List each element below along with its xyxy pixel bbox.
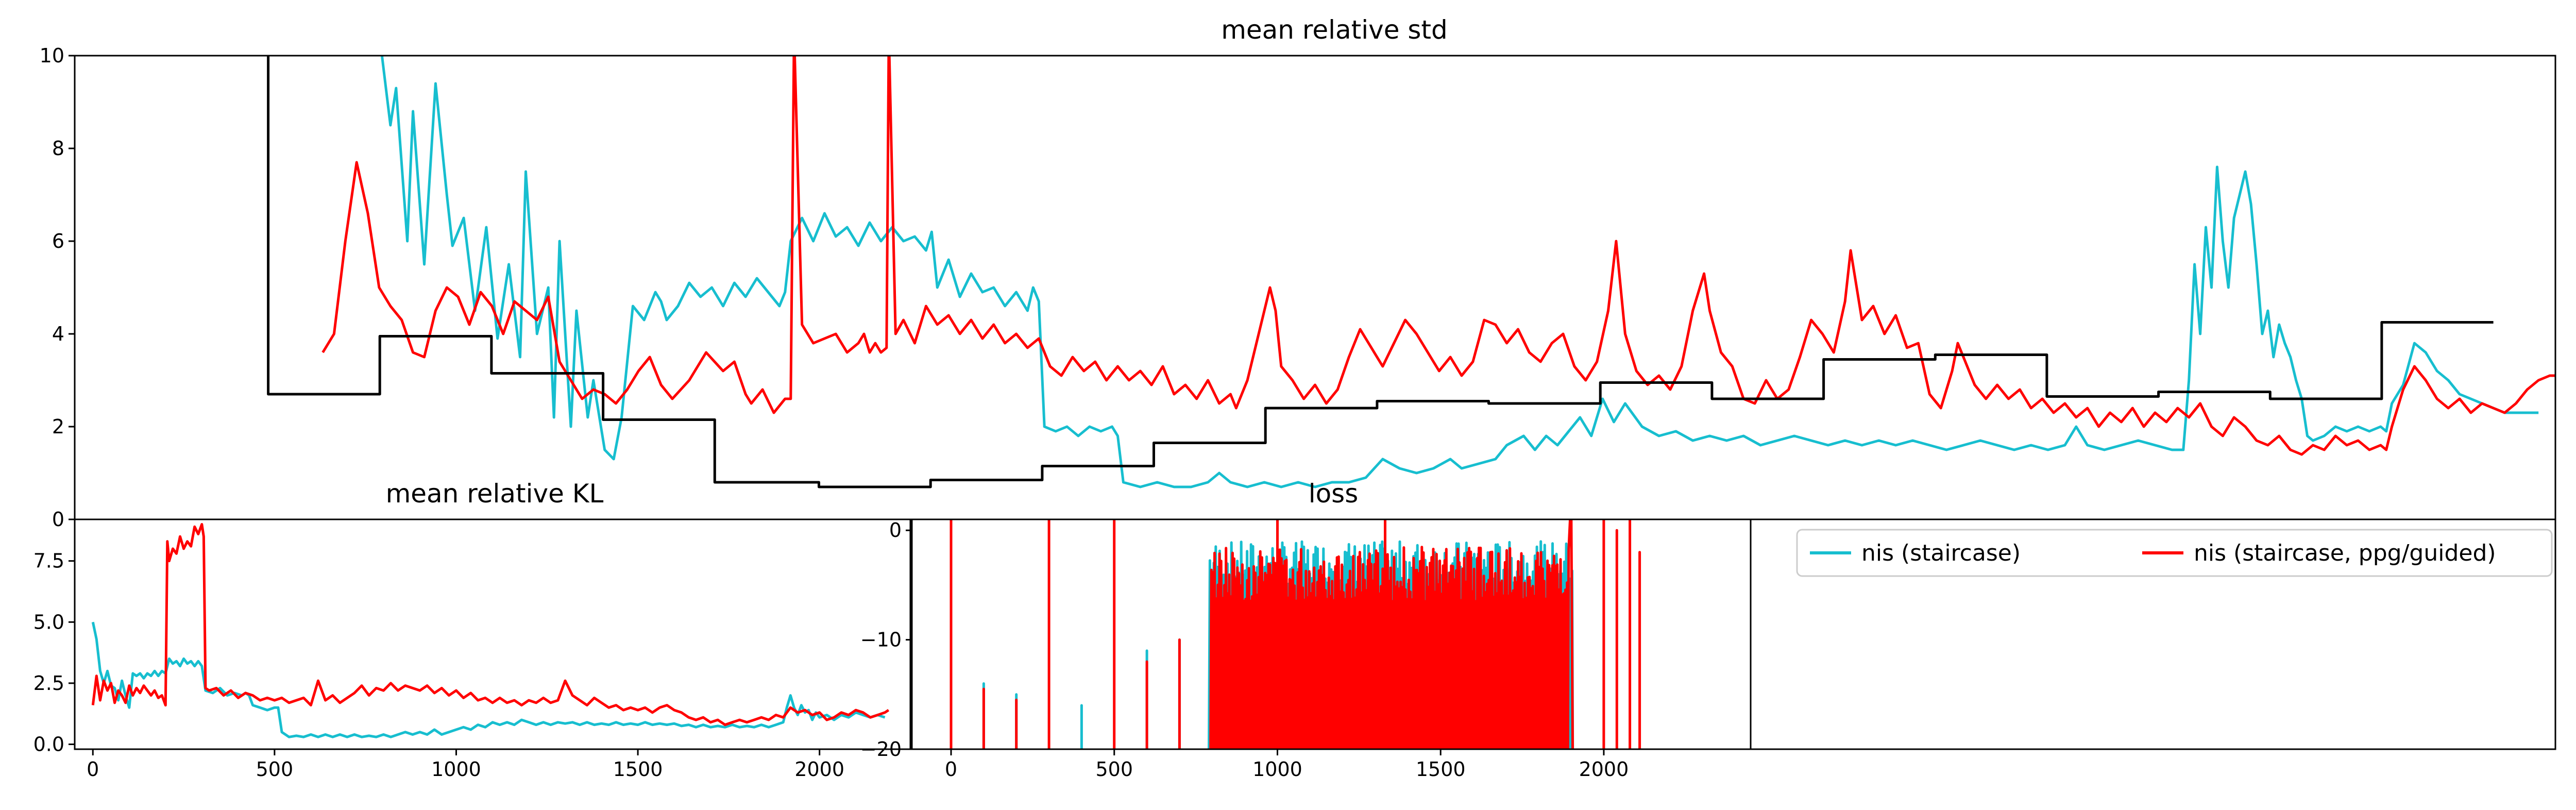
chart-kl-ytick-label: 7.5 — [33, 550, 64, 572]
chart-top-ytick-label: 6 — [52, 230, 64, 252]
chart-loss-ytick-label: 0 — [889, 519, 902, 542]
chart-kl-series-cyan — [91, 621, 886, 738]
chart-loss-series — [950, 519, 1641, 749]
chart-top: mean relative std 0 2 4 6 8 10 — [40, 15, 2556, 531]
legend-label-red: nis (staircase, ppg/guided) — [2194, 540, 2496, 566]
chart-kl: mean relative KL 0.0 2.5 5.0 7.5 0 500 1000 15… — [33, 479, 911, 781]
chart-loss-xtick-label: 2000 — [1579, 758, 1629, 781]
chart-kl-yticks: 0.0 2.5 5.0 7.5 — [33, 550, 75, 756]
chart-kl-frame — [74, 518, 911, 750]
chart-top-ytick-label: 4 — [52, 323, 64, 345]
chart-top-ytick-label: 8 — [52, 137, 64, 160]
chart-loss-title: loss — [1309, 479, 1359, 509]
chart-loss-xtick-label: 1500 — [1416, 758, 1466, 781]
chart-top-ytick-label: 10 — [40, 44, 64, 67]
chart-loss-xtick-label: 500 — [1095, 758, 1133, 781]
chart-top-title: mean relative std — [1221, 15, 1448, 45]
legend-panel-frame — [1750, 518, 2556, 750]
chart-kl-series — [91, 523, 890, 738]
chart-top-ytick-label: 2 — [52, 415, 64, 438]
chart-kl-xtick-label: 1000 — [431, 758, 481, 781]
chart-loss-yticks: 0 −10 −20 — [860, 519, 912, 761]
chart-loss-xtick-label: 1000 — [1252, 758, 1302, 781]
chart-loss-series-red — [950, 519, 1641, 749]
chart-kl-ytick-label: 0.0 — [33, 733, 64, 756]
chart-kl-ytick-label: 2.5 — [33, 672, 64, 695]
chart-top-series-cyan — [380, 56, 2539, 488]
chart-loss-ytick-label: −20 — [860, 738, 902, 761]
chart-kl-xtick-label: 1500 — [613, 758, 663, 781]
chart-top-series-red — [321, 56, 2555, 456]
chart-kl-title: mean relative KL — [386, 479, 604, 509]
chart-top-series-black — [267, 56, 2494, 488]
chart-kl-xtick-label: 0 — [87, 758, 99, 781]
chart-loss-xtick-label: 0 — [945, 758, 957, 781]
legend-label-cyan: nis (staircase) — [1861, 540, 2021, 566]
chart-loss-ytick-label: −10 — [860, 629, 902, 651]
chart-kl-xticks: 0 500 1000 1500 2000 — [87, 749, 844, 781]
chart-kl-xtick-label: 500 — [256, 758, 294, 781]
chart-top-yticks: 0 2 4 6 8 10 — [40, 44, 75, 531]
chart-top-series — [267, 56, 2555, 488]
chart-kl-series-red — [91, 523, 890, 727]
legend-panel: nis (staircase) nis (staircase, ppg/guid… — [1750, 518, 2556, 750]
chart-loss-xticks: 0 500 1000 1500 2000 — [945, 749, 1629, 781]
chart-top-ytick-label: 0 — [52, 508, 64, 531]
chart-kl-xtick-label: 2000 — [794, 758, 844, 781]
chart-loss: loss 0 −10 −20 0 500 1000 1500 2000 — [860, 479, 1752, 781]
chart-kl-ytick-label: 5.0 — [33, 611, 64, 633]
